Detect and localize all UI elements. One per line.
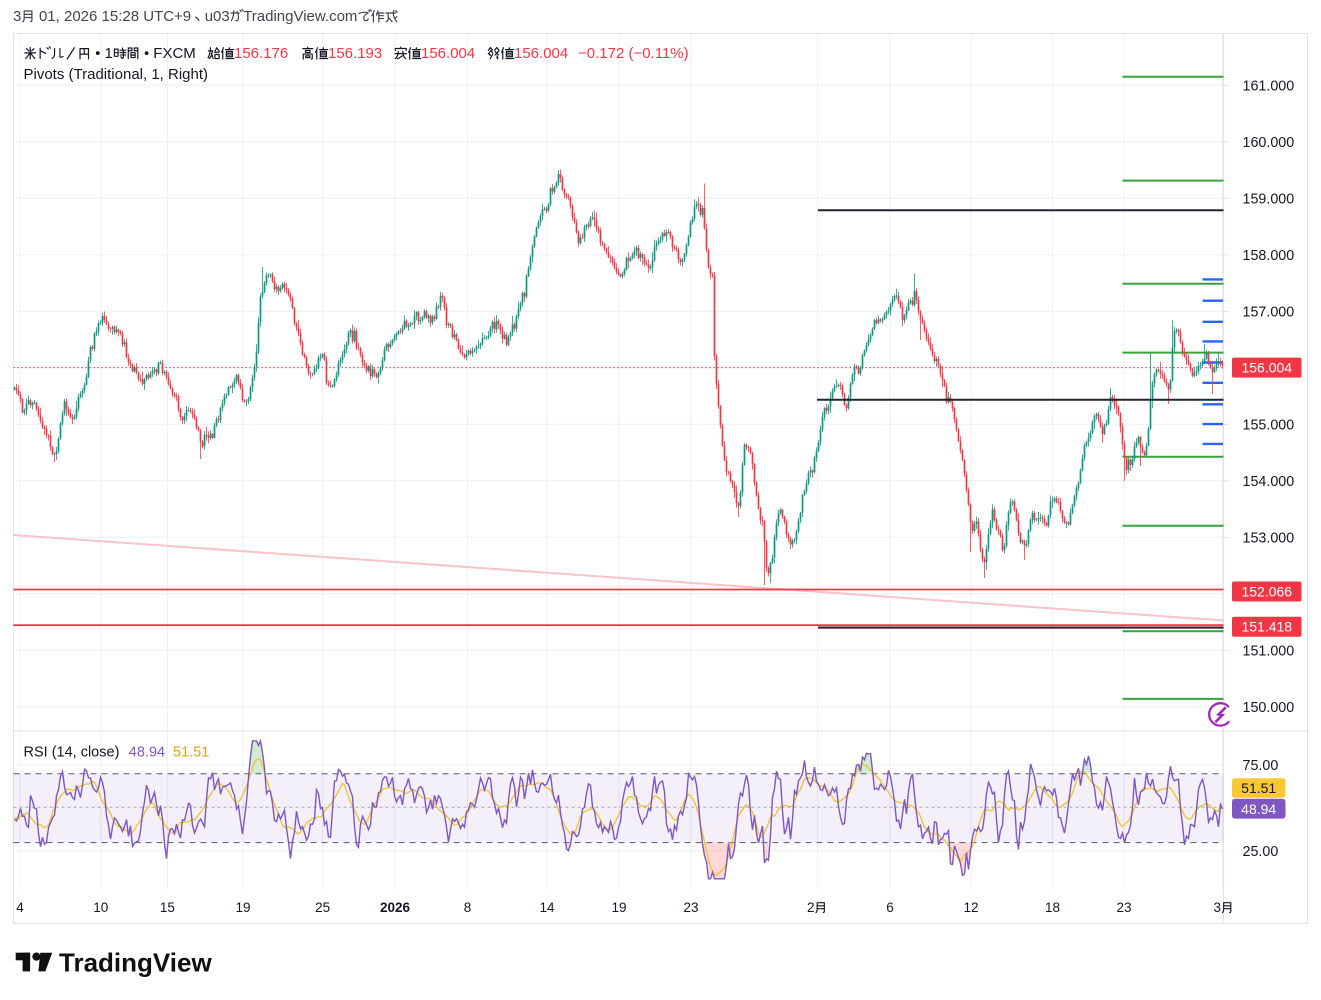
svg-text:153.000: 153.000 — [1243, 530, 1295, 546]
svg-text:12: 12 — [963, 900, 978, 915]
svg-text:157.000: 157.000 — [1243, 304, 1295, 320]
svg-text:150.000: 150.000 — [1243, 700, 1295, 716]
svg-text:158.000: 158.000 — [1243, 248, 1295, 264]
svg-text:RSI (14, close): RSI (14, close) — [24, 745, 120, 761]
svg-text:2: 2 — [807, 900, 815, 915]
svg-text:TradingView.com: TradingView.com — [243, 8, 357, 25]
svg-text:FXCM: FXCM — [153, 45, 196, 62]
svg-text:01, 2026 15:28 UTC+9: 01, 2026 15:28 UTC+9 — [35, 8, 191, 25]
svg-text:Pivots (Traditional, 1, Right): Pivots (Traditional, 1, Right) — [24, 66, 209, 83]
svg-text:15: 15 — [160, 900, 175, 915]
svg-text:155.000: 155.000 — [1243, 417, 1295, 433]
svg-text:2026: 2026 — [380, 900, 411, 915]
svg-text:156.004: 156.004 — [421, 45, 475, 62]
svg-text:51.51: 51.51 — [173, 745, 209, 761]
svg-text:1: 1 — [105, 45, 113, 62]
svg-text:u03: u03 — [205, 8, 230, 25]
svg-text:6: 6 — [886, 900, 894, 915]
svg-text:3: 3 — [1214, 900, 1222, 915]
svg-text:75.00: 75.00 — [1243, 758, 1279, 774]
svg-text:156.193: 156.193 — [328, 45, 382, 62]
svg-text:151.000: 151.000 — [1243, 643, 1295, 659]
svg-text:51.51: 51.51 — [1241, 780, 1276, 796]
svg-text:160.000: 160.000 — [1243, 135, 1295, 151]
svg-text:151.418: 151.418 — [1241, 619, 1292, 635]
svg-text:154.000: 154.000 — [1243, 474, 1295, 490]
svg-text:48.94: 48.94 — [129, 745, 165, 761]
svg-text:156.004: 156.004 — [1241, 360, 1292, 376]
svg-text:3: 3 — [13, 8, 21, 25]
svg-text:19: 19 — [235, 900, 250, 915]
svg-text:TradingView: TradingView — [59, 947, 212, 977]
svg-text:161.000: 161.000 — [1243, 78, 1295, 94]
svg-text:8: 8 — [464, 900, 472, 915]
svg-text:19: 19 — [611, 900, 626, 915]
svg-text:152.066: 152.066 — [1241, 584, 1292, 600]
svg-text:23: 23 — [1116, 900, 1131, 915]
svg-text:48.94: 48.94 — [1241, 801, 1276, 817]
svg-text:4: 4 — [16, 900, 24, 915]
svg-text:156.176: 156.176 — [234, 45, 288, 62]
svg-text:14: 14 — [539, 900, 555, 915]
svg-text:159.000: 159.000 — [1243, 191, 1295, 207]
svg-text:156.004: 156.004 — [514, 45, 568, 62]
svg-text:23: 23 — [683, 900, 698, 915]
svg-text:10: 10 — [93, 900, 108, 915]
svg-text:25.00: 25.00 — [1243, 844, 1279, 860]
svg-text:−0.172 (−0.11%): −0.172 (−0.11%) — [578, 45, 689, 62]
svg-text:25: 25 — [315, 900, 330, 915]
svg-text:18: 18 — [1045, 900, 1060, 915]
